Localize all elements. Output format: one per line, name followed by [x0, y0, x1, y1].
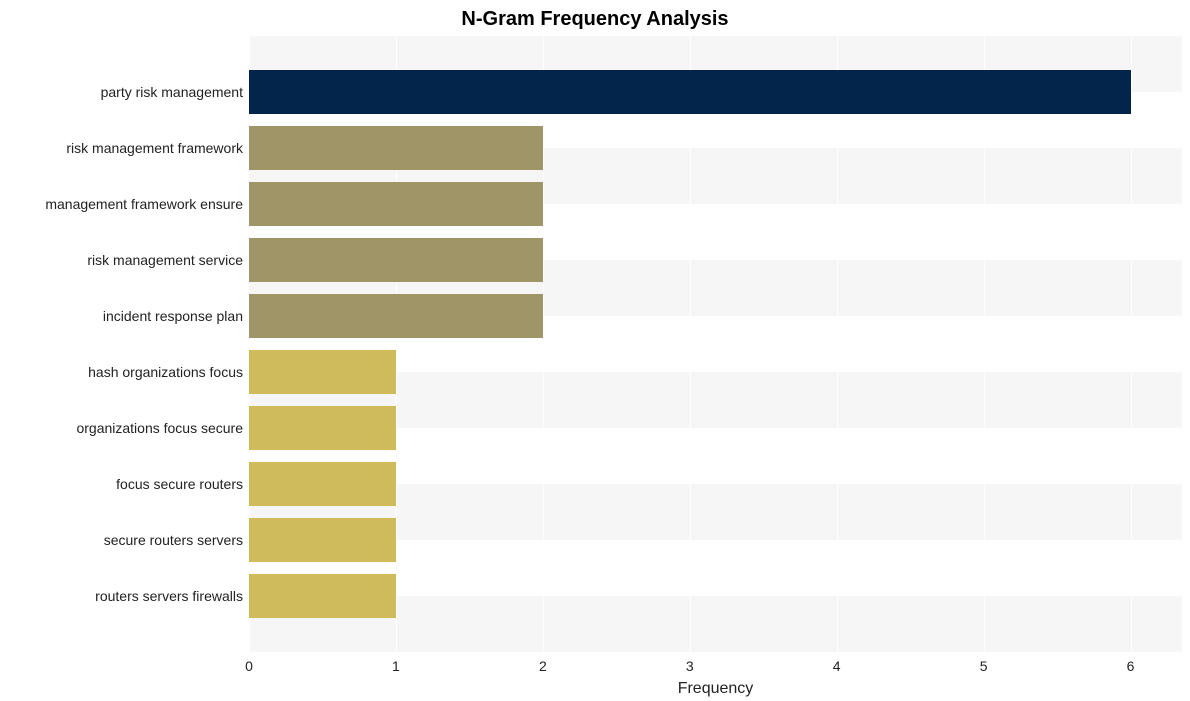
x-tick-label: 4: [833, 658, 841, 674]
bar: [249, 70, 1131, 114]
bar: [249, 294, 543, 338]
x-tick-label: 2: [539, 658, 547, 674]
grid-line: [690, 36, 691, 652]
bar: [249, 350, 396, 394]
y-category-label: incident response plan: [103, 308, 243, 324]
grid-line: [1131, 36, 1132, 652]
y-category-label: organizations focus secure: [76, 420, 243, 436]
grid-line: [837, 36, 838, 652]
x-tick-label: 0: [245, 658, 253, 674]
grid-line: [543, 36, 544, 652]
y-category-label: management framework ensure: [45, 196, 243, 212]
bar: [249, 238, 543, 282]
bar: [249, 126, 543, 170]
bar: [249, 182, 543, 226]
y-category-label: secure routers servers: [104, 532, 243, 548]
plot-area: party risk managementrisk management fra…: [249, 36, 1182, 652]
chart-container: N-Gram Frequency Analysis party risk man…: [0, 0, 1190, 701]
x-tick-label: 1: [392, 658, 400, 674]
x-axis-label: Frequency: [249, 680, 1182, 698]
bar: [249, 462, 396, 506]
bar: [249, 574, 396, 618]
y-category-label: hash organizations focus: [88, 364, 243, 380]
bar: [249, 406, 396, 450]
y-category-label: party risk management: [101, 84, 243, 100]
y-category-label: focus secure routers: [116, 476, 243, 492]
y-category-label: risk management service: [87, 252, 243, 268]
chart-title: N-Gram Frequency Analysis: [0, 8, 1190, 31]
bar: [249, 518, 396, 562]
x-tick-label: 3: [686, 658, 694, 674]
grid-line: [984, 36, 985, 652]
x-tick-label: 5: [980, 658, 988, 674]
y-category-label: risk management framework: [66, 140, 243, 156]
y-category-label: routers servers firewalls: [95, 588, 243, 604]
x-tick-label: 6: [1127, 658, 1135, 674]
